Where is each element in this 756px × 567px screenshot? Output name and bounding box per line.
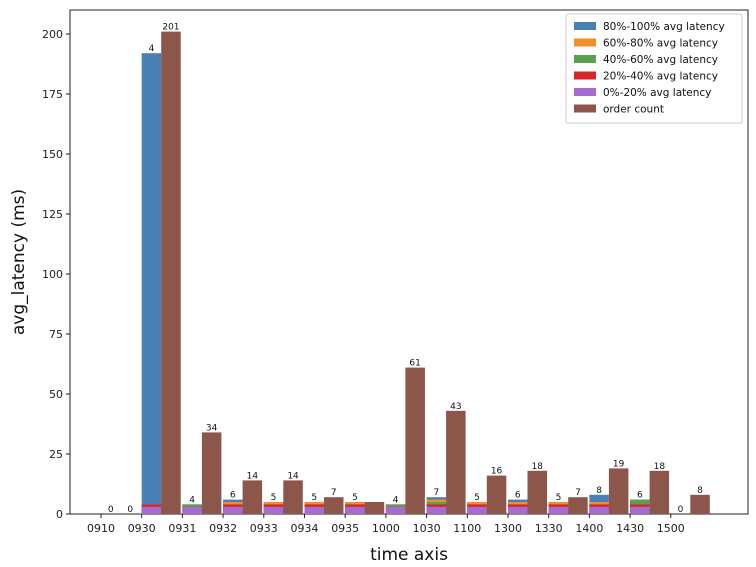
x-tick-label: 1030	[413, 522, 441, 535]
count-label: 201	[162, 23, 179, 33]
legend-swatch	[574, 38, 596, 47]
y-tick-label: 50	[49, 388, 63, 401]
latency-label: 6	[515, 491, 521, 501]
latency-bar	[508, 506, 528, 514]
count-label: 14	[247, 471, 259, 481]
latency-label: 0	[678, 505, 684, 515]
legend-box	[565, 13, 743, 124]
count-bar	[364, 502, 385, 514]
latency-label: 6	[637, 491, 643, 501]
latency-label: 0	[108, 505, 114, 515]
latency-bar	[304, 506, 324, 514]
y-tick-label: 25	[49, 448, 63, 461]
count-label: 7	[331, 488, 337, 498]
count-label: 14	[287, 471, 299, 481]
count-bar	[608, 468, 629, 514]
x-tick-label: 1500	[657, 522, 685, 535]
x-tick-label: 0932	[209, 522, 237, 535]
y-tick-label: 200	[42, 28, 63, 41]
x-tick-label: 0934	[291, 522, 319, 535]
legend-label: 40%-60% avg latency	[603, 54, 718, 66]
latency-label: 4	[393, 495, 399, 505]
count-label: 19	[613, 459, 625, 469]
count-label: 18	[532, 462, 544, 472]
count-label: 34	[206, 423, 218, 433]
latency-bar	[630, 506, 650, 514]
latency-label: 4	[189, 495, 195, 505]
y-tick-label: 175	[42, 88, 63, 101]
x-tick-label: 0935	[331, 522, 359, 535]
x-tick-label: 1400	[575, 522, 603, 535]
x-tick-label: 0930	[128, 522, 156, 535]
y-tick-label: 125	[42, 208, 63, 221]
x-tick-label: 1300	[494, 522, 522, 535]
latency-bar	[223, 506, 243, 514]
latency-bar	[141, 506, 162, 514]
legend-swatch	[574, 22, 596, 30]
x-axis-title: time axis	[370, 545, 448, 565]
legend-swatch	[574, 71, 596, 80]
y-tick-label: 150	[42, 148, 63, 161]
count-label: 8	[697, 486, 703, 496]
latency-label: 5	[311, 493, 317, 503]
y-axis-title: avg_latency (ms)	[9, 189, 29, 335]
x-tick-label: 1100	[453, 522, 481, 535]
count-label: 16	[491, 467, 503, 477]
latency-label: 7	[433, 488, 439, 498]
latency-bar	[385, 506, 406, 514]
latency-label: 8	[596, 486, 602, 496]
x-tick-label: 0933	[250, 522, 278, 535]
latency-bar	[263, 506, 284, 514]
y-tick-label: 75	[49, 328, 63, 341]
latency-bar	[589, 506, 609, 514]
count-label: 0	[127, 505, 133, 515]
count-bar	[527, 470, 547, 514]
legend-label: order count	[603, 104, 664, 116]
latency-label: 4	[149, 44, 155, 54]
legend-label: 0%-20% avg latency	[603, 87, 711, 99]
y-tick-label: 100	[42, 268, 63, 281]
latency-label: 5	[474, 493, 480, 503]
count-bar	[568, 497, 588, 514]
legend-swatch	[574, 88, 596, 96]
x-tick-label: 1330	[535, 522, 563, 535]
x-tick-label: 0931	[168, 522, 196, 535]
count-bar	[161, 31, 181, 514]
count-bar	[486, 475, 507, 514]
legend-label: 60%-80% avg latency	[603, 38, 718, 50]
latency-label: 5	[556, 493, 562, 503]
count-bar	[405, 367, 425, 514]
count-label: 43	[450, 402, 461, 412]
latency-bar	[345, 506, 365, 514]
legend-swatch	[574, 104, 596, 113]
latency-label: 6	[230, 491, 236, 501]
count-bar	[201, 432, 222, 514]
legend-swatch	[574, 55, 596, 63]
latency-bar	[467, 506, 487, 514]
latency-label: 5	[352, 493, 358, 503]
latency-label: 5	[271, 493, 277, 503]
count-bar	[242, 480, 263, 514]
latency-bar	[182, 506, 202, 514]
count-label: 7	[575, 488, 581, 498]
count-label: 18	[654, 462, 666, 472]
count-bar	[690, 494, 710, 514]
latency-bar	[141, 53, 162, 514]
count-bar	[649, 470, 670, 514]
count-label: 61	[409, 359, 420, 369]
count-bar	[446, 410, 466, 514]
y-tick-label: 0	[56, 508, 63, 521]
count-bar	[283, 480, 303, 514]
legend-label: 80%-100% avg latency	[603, 21, 725, 33]
legend-label: 20%-40% avg latency	[603, 71, 718, 83]
x-tick-label: 1430	[616, 522, 644, 535]
x-tick-label: 0910	[87, 522, 115, 535]
latency-bar	[548, 506, 569, 514]
latency-bar	[426, 506, 447, 514]
x-tick-label: 1000	[372, 522, 400, 535]
count-bar	[324, 497, 344, 514]
